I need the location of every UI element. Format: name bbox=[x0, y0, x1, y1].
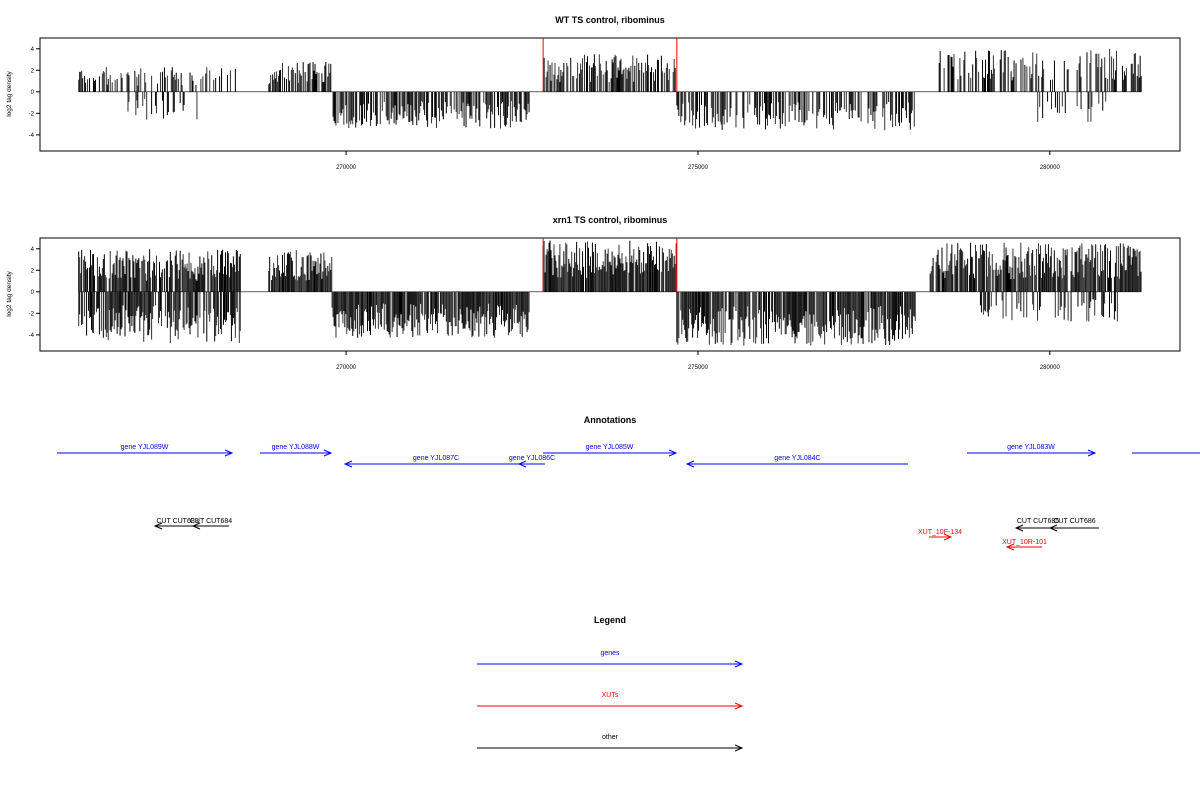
wt-density-panel: WT TS control, ribominus log2 tag densit… bbox=[6, 15, 1181, 171]
legend-label: XUTs bbox=[602, 692, 619, 699]
x-tick-label: 270000 bbox=[336, 365, 357, 371]
legend-item: XUTs bbox=[477, 692, 744, 710]
legend-item: other bbox=[477, 734, 744, 752]
cut-label: CUT CUT684 bbox=[190, 518, 232, 525]
region-markers bbox=[542, 38, 678, 92]
xut-arrow: XUT_10R-101 bbox=[1002, 539, 1047, 551]
xut-label: XUT_10F-134 bbox=[918, 529, 962, 536]
gene-arrow: gene YJL086C bbox=[509, 455, 555, 468]
xut-arrow: XUT_10F-134 bbox=[918, 529, 962, 541]
y-tick-label: 4 bbox=[31, 247, 35, 253]
legend-label: other bbox=[602, 734, 619, 741]
gene-label: gene YJL083W bbox=[1007, 444, 1055, 451]
cut-arrow: CUT CUT684 bbox=[190, 518, 232, 530]
y-axis-label: log2 tag density bbox=[6, 270, 13, 316]
gene-label: gene YJL086C bbox=[509, 455, 555, 462]
y-tick-label: 4 bbox=[31, 47, 35, 53]
y-axis-label: log2 tag density bbox=[6, 70, 13, 116]
x-axis-ticks: 270000 275000 280000 bbox=[336, 151, 1060, 171]
x-tick-label: 280000 bbox=[1040, 165, 1061, 171]
y-tick-label: -2 bbox=[29, 111, 35, 117]
plot-frame bbox=[39, 37, 1181, 152]
annotations-track: Annotations gene YJL089W gene YJL088Wgene… bbox=[57, 415, 1200, 551]
legend-items: genes XUTs other bbox=[477, 650, 744, 752]
cut-label: CUT CUT683 bbox=[156, 518, 198, 525]
y-tick-label: 2 bbox=[31, 68, 35, 74]
gene-arrow: gene YJL088W bbox=[260, 444, 333, 457]
legend: Legend genes XUTs other bbox=[477, 615, 744, 752]
cut-label: CUT CUT686 bbox=[1053, 518, 1095, 525]
gene-arrow: gene YJL084C bbox=[685, 455, 908, 468]
legend-title: Legend bbox=[594, 615, 626, 625]
gene-label: gene YJL084C bbox=[774, 455, 820, 462]
xrn1-density-panel: xrn1 TS control, ribominus log2 tag dens… bbox=[6, 215, 1181, 371]
region-markers bbox=[542, 238, 678, 292]
legend-label: genes bbox=[600, 650, 620, 657]
gene-arrow: gene YJL083W bbox=[967, 444, 1097, 457]
y-tick-label: 0 bbox=[31, 90, 35, 96]
density-bars bbox=[78, 48, 1142, 131]
gene-arrow: gene YJL087C bbox=[343, 455, 527, 468]
x-tick-label: 280000 bbox=[1040, 365, 1061, 371]
y-tick-label: 2 bbox=[31, 268, 35, 274]
x-tick-label: 275000 bbox=[688, 165, 709, 171]
panel-title: xrn1 TS control, ribominus bbox=[553, 215, 668, 225]
y-tick-label: -4 bbox=[29, 333, 35, 339]
gene-label: gene YJL088W bbox=[272, 444, 320, 451]
y-tick-label: -4 bbox=[29, 133, 35, 139]
legend-item: genes bbox=[477, 650, 744, 668]
annotations-title: Annotations bbox=[584, 415, 637, 425]
y-axis-ticks: 4 2 0 -2 -4 bbox=[29, 247, 41, 339]
gene-annotations: gene YJL089W gene YJL088W gene YJL087C gene… bbox=[57, 444, 1200, 468]
y-tick-label: -2 bbox=[29, 311, 35, 317]
x-tick-label: 270000 bbox=[336, 165, 357, 171]
y-axis-ticks: 4 2 0 -2 -4 bbox=[29, 47, 41, 139]
gene-label: gene YJL089W bbox=[121, 444, 169, 451]
gene-label: gene YJL087C bbox=[413, 455, 459, 462]
x-tick-label: 275000 bbox=[688, 365, 709, 371]
gene-label: gene YJL085W bbox=[586, 444, 634, 451]
xut-label: XUT_10R-101 bbox=[1002, 539, 1047, 546]
density-bars bbox=[78, 240, 1142, 346]
cut-label: CUT CUT685 bbox=[1017, 518, 1059, 525]
gene-arrow: gene YJL089W bbox=[57, 444, 234, 457]
x-axis-ticks: 270000 275000 280000 bbox=[336, 351, 1060, 371]
xut-annotations: XUT_10F-134 XUT_10R-101 bbox=[918, 529, 1047, 551]
gene-arrow: gene YJL085W bbox=[543, 444, 678, 457]
panel-title: WT TS control, ribominus bbox=[555, 15, 665, 25]
cut-arrow: CUT CUT686 bbox=[1048, 518, 1099, 532]
y-tick-label: 0 bbox=[31, 290, 35, 296]
